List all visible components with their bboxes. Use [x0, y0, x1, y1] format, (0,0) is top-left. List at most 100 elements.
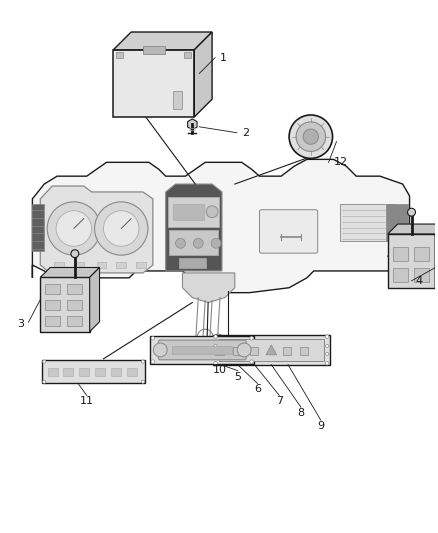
- Bar: [54, 262, 64, 268]
- Circle shape: [325, 344, 328, 348]
- Bar: [340, 204, 395, 241]
- Bar: [67, 316, 82, 326]
- Circle shape: [214, 344, 217, 348]
- Bar: [414, 269, 429, 282]
- Bar: [48, 368, 57, 376]
- Circle shape: [408, 208, 416, 216]
- Circle shape: [151, 360, 155, 364]
- Text: 11: 11: [80, 396, 94, 406]
- Bar: [414, 247, 429, 261]
- Bar: [32, 204, 44, 251]
- Polygon shape: [435, 224, 438, 288]
- Circle shape: [296, 122, 325, 151]
- Circle shape: [42, 380, 46, 383]
- Bar: [45, 300, 60, 310]
- Circle shape: [214, 361, 217, 365]
- Circle shape: [95, 202, 148, 255]
- Circle shape: [289, 115, 332, 158]
- Circle shape: [56, 211, 92, 246]
- Polygon shape: [187, 119, 197, 130]
- Text: 8: 8: [297, 408, 304, 418]
- Text: 9: 9: [317, 421, 324, 431]
- Bar: [127, 368, 137, 376]
- Circle shape: [176, 238, 185, 248]
- Circle shape: [141, 380, 145, 383]
- Polygon shape: [40, 268, 99, 277]
- Circle shape: [237, 343, 251, 357]
- Text: 3: 3: [18, 319, 25, 329]
- Bar: [74, 262, 84, 268]
- Bar: [300, 347, 308, 355]
- Bar: [67, 300, 82, 310]
- Bar: [393, 269, 408, 282]
- Text: 10: 10: [213, 365, 227, 375]
- Circle shape: [250, 360, 253, 364]
- FancyBboxPatch shape: [158, 340, 246, 360]
- Circle shape: [193, 238, 203, 248]
- Bar: [113, 50, 194, 117]
- Bar: [250, 347, 258, 355]
- Polygon shape: [388, 224, 438, 234]
- Text: 5: 5: [234, 372, 241, 382]
- Bar: [143, 46, 165, 54]
- FancyBboxPatch shape: [259, 209, 318, 253]
- Circle shape: [42, 360, 46, 363]
- Polygon shape: [40, 186, 153, 273]
- Bar: [45, 316, 60, 326]
- Circle shape: [214, 352, 217, 356]
- Bar: [96, 262, 106, 268]
- Text: 2: 2: [242, 128, 249, 138]
- Polygon shape: [183, 273, 235, 303]
- Circle shape: [71, 250, 79, 257]
- Text: 1: 1: [220, 53, 227, 63]
- Text: 7: 7: [276, 396, 283, 406]
- Bar: [388, 234, 435, 288]
- Bar: [173, 91, 183, 109]
- FancyBboxPatch shape: [168, 197, 219, 227]
- Bar: [79, 368, 89, 376]
- Bar: [386, 204, 408, 241]
- Circle shape: [206, 206, 218, 217]
- Text: 12: 12: [333, 157, 348, 167]
- Circle shape: [325, 335, 329, 338]
- Bar: [67, 284, 82, 294]
- Circle shape: [153, 343, 167, 357]
- Circle shape: [151, 336, 155, 340]
- Bar: [64, 368, 74, 376]
- Circle shape: [47, 202, 101, 255]
- Text: 4: 4: [416, 276, 423, 286]
- Bar: [95, 368, 105, 376]
- Bar: [136, 262, 146, 268]
- Bar: [45, 284, 60, 294]
- FancyBboxPatch shape: [213, 335, 329, 365]
- Bar: [216, 347, 224, 355]
- Circle shape: [325, 361, 329, 365]
- Bar: [173, 204, 204, 220]
- Bar: [172, 346, 232, 354]
- Polygon shape: [113, 32, 212, 50]
- Bar: [219, 339, 324, 361]
- Circle shape: [325, 352, 328, 356]
- Bar: [184, 52, 191, 58]
- Bar: [117, 262, 126, 268]
- Bar: [233, 347, 241, 355]
- Bar: [40, 277, 90, 332]
- Polygon shape: [32, 159, 410, 293]
- Polygon shape: [194, 32, 212, 117]
- Polygon shape: [266, 345, 277, 355]
- Circle shape: [211, 238, 221, 248]
- Bar: [179, 258, 206, 268]
- Bar: [169, 230, 218, 255]
- Circle shape: [214, 335, 217, 338]
- Text: 6: 6: [254, 384, 261, 394]
- FancyBboxPatch shape: [42, 360, 145, 384]
- Bar: [283, 347, 291, 355]
- FancyBboxPatch shape: [150, 336, 254, 364]
- Bar: [117, 52, 123, 58]
- Circle shape: [250, 336, 253, 340]
- Circle shape: [103, 211, 139, 246]
- Polygon shape: [166, 184, 222, 271]
- Circle shape: [303, 129, 318, 144]
- Bar: [393, 247, 408, 261]
- Circle shape: [141, 360, 145, 363]
